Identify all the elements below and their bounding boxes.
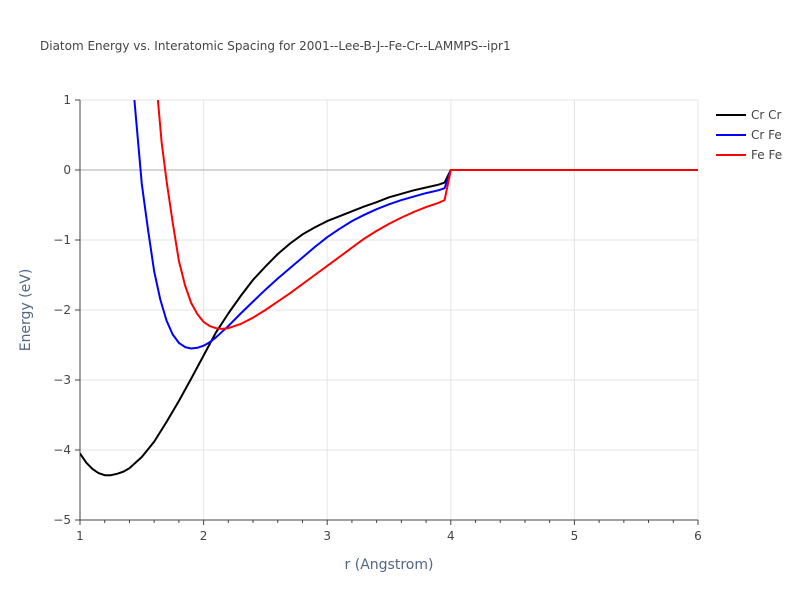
y-tick-label: −4 — [53, 443, 71, 457]
x-tick-label: 5 — [571, 529, 579, 543]
y-tick-label: −1 — [53, 233, 71, 247]
y-tick-label: −5 — [53, 513, 71, 527]
x-tick-label: 3 — [323, 529, 331, 543]
ticks: 1 2 3 4 5 6 1 0 −1 −2 −3 −4 −5 — [53, 93, 702, 543]
chart-title: Diatom Energy vs. Interatomic Spacing fo… — [40, 39, 511, 53]
grid — [80, 99, 699, 520]
legend[interactable]: Cr Cr Cr Fe Fe Fe — [716, 108, 782, 162]
series-layer — [80, 100, 698, 477]
series-line-cr-cr — [80, 169, 698, 477]
y-tick-label: −3 — [53, 373, 71, 387]
legend-label: Cr Cr — [751, 108, 782, 122]
legend-item-cr-cr[interactable]: Cr Cr — [716, 108, 782, 122]
y-tick-label: 1 — [63, 93, 71, 107]
legend-item-cr-fe[interactable]: Cr Fe — [716, 128, 782, 142]
legend-item-fe-fe[interactable]: Fe Fe — [716, 148, 782, 162]
legend-label: Fe Fe — [751, 148, 782, 162]
x-tick-label: 1 — [76, 529, 84, 543]
series-line-fe-fe — [156, 100, 698, 330]
x-tick-label: 4 — [447, 529, 455, 543]
y-tick-label: −2 — [53, 303, 71, 317]
x-axis-label: r (Angstrom) — [345, 557, 434, 573]
y-tick-label: 0 — [63, 163, 71, 177]
legend-label: Cr Fe — [751, 128, 782, 142]
series-line-cr-fe — [133, 100, 698, 350]
x-tick-label: 6 — [694, 529, 702, 543]
x-tick-label: 2 — [200, 529, 208, 543]
y-axis-label: Energy (eV) — [18, 269, 34, 352]
